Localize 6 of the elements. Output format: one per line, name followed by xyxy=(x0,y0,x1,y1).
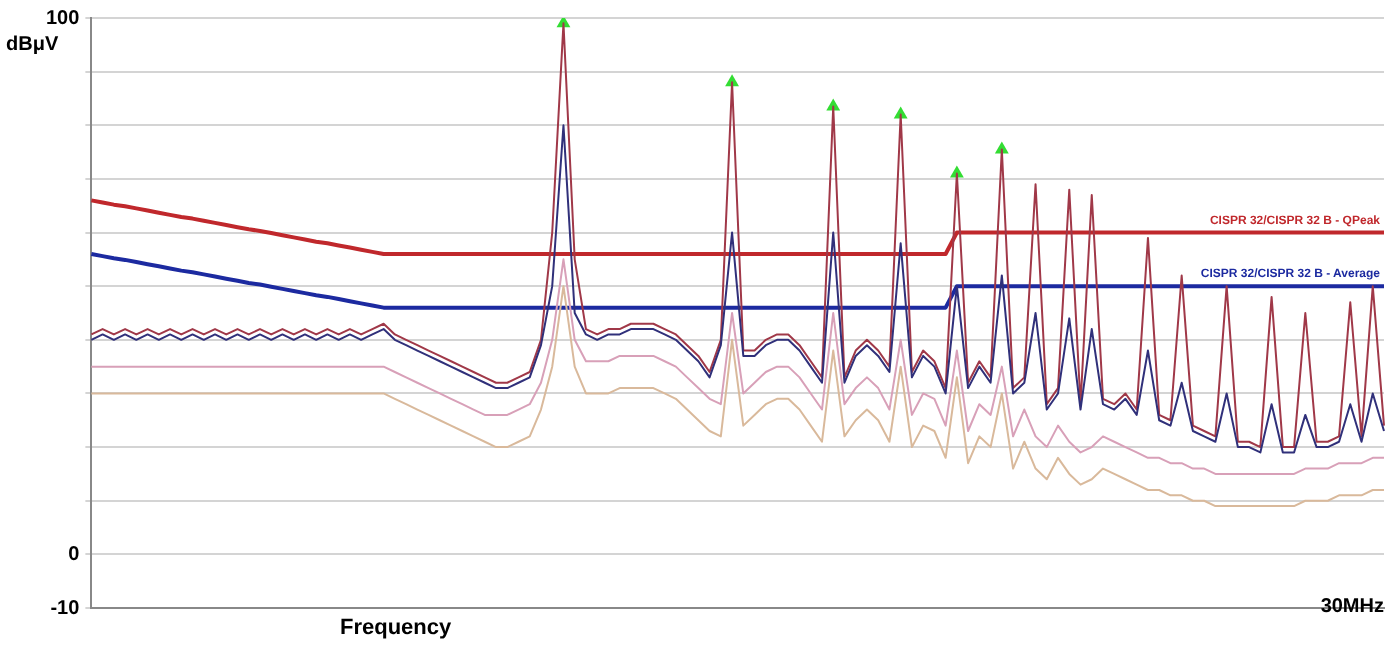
annotation: 30MHz xyxy=(1320,596,1384,618)
y-tick-label: 100 xyxy=(45,7,81,30)
x-axis-title: Frequency xyxy=(340,616,452,640)
y-axis-title: dBμV xyxy=(6,34,59,56)
y-tick-label: 0 xyxy=(68,543,81,566)
y-tick-label: -10 xyxy=(50,597,81,620)
